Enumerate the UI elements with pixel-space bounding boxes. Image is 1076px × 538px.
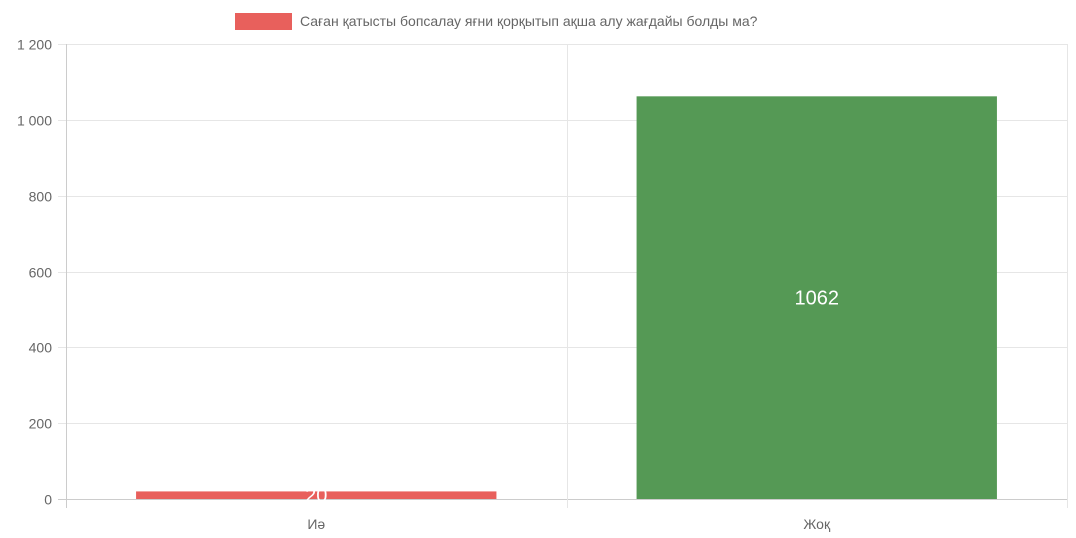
y-tick-label: 0 [44, 492, 52, 508]
legend-label[interactable]: Саған қатысты бопсалау яғни қорқытып ақш… [300, 13, 758, 29]
x-tick-label: Жоқ [803, 516, 831, 532]
y-tick-label: 600 [29, 265, 53, 281]
bar-layer [136, 96, 997, 499]
grid-layer [58, 44, 1068, 508]
axis-layer: 0 200 400 600 800 1 000 1 200 Иә Жоқ [17, 37, 831, 533]
y-tick-label: 800 [29, 189, 53, 205]
label-layer: 20 1062 [305, 288, 839, 508]
y-tick-label: 200 [29, 416, 53, 432]
legend-swatch[interactable] [235, 13, 292, 30]
y-tick-label: 1 200 [17, 37, 52, 53]
bar[interactable] [136, 491, 497, 499]
y-tick-label: 1 000 [17, 113, 52, 129]
y-tick-label: 400 [29, 340, 53, 356]
data-label: 1062 [795, 288, 840, 310]
x-tick-label: Иә [307, 516, 325, 532]
data-label: 20 [305, 485, 327, 507]
legend[interactable]: Саған қатысты бопсалау яғни қорқытып ақш… [235, 13, 758, 30]
bar[interactable] [636, 96, 997, 499]
